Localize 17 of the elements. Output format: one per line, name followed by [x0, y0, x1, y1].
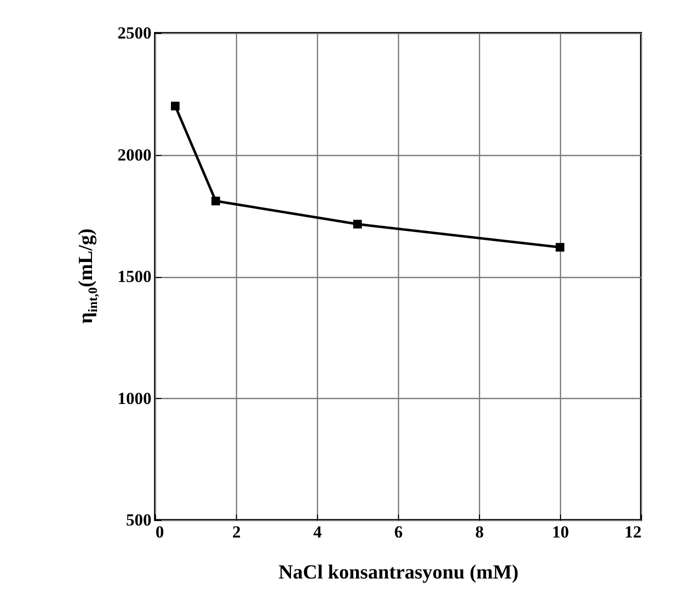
y-tick-label: 1000 — [118, 388, 152, 408]
point — [556, 242, 564, 252]
y-tick-label: 500 — [126, 510, 152, 530]
x-tick-label: 0 — [156, 522, 164, 542]
x-tick-label: 8 — [475, 522, 484, 542]
point — [353, 220, 362, 228]
y-tick-label: 2000 — [118, 145, 152, 164]
x-tick-label: 2 — [232, 522, 241, 542]
x-tick-label: 4 — [313, 522, 322, 542]
point — [170, 102, 180, 110]
x-tick-label: 10 — [552, 522, 569, 542]
point — [211, 196, 220, 206]
x-tick-label: 12 — [624, 522, 642, 542]
y-tick-label: 2500 — [118, 24, 152, 42]
x-axis-title: NaCl konsantrasyonu (mM) — [278, 562, 519, 584]
y-tick-label: 1500 — [118, 267, 152, 286]
x-tick-label: 6 — [394, 522, 403, 542]
